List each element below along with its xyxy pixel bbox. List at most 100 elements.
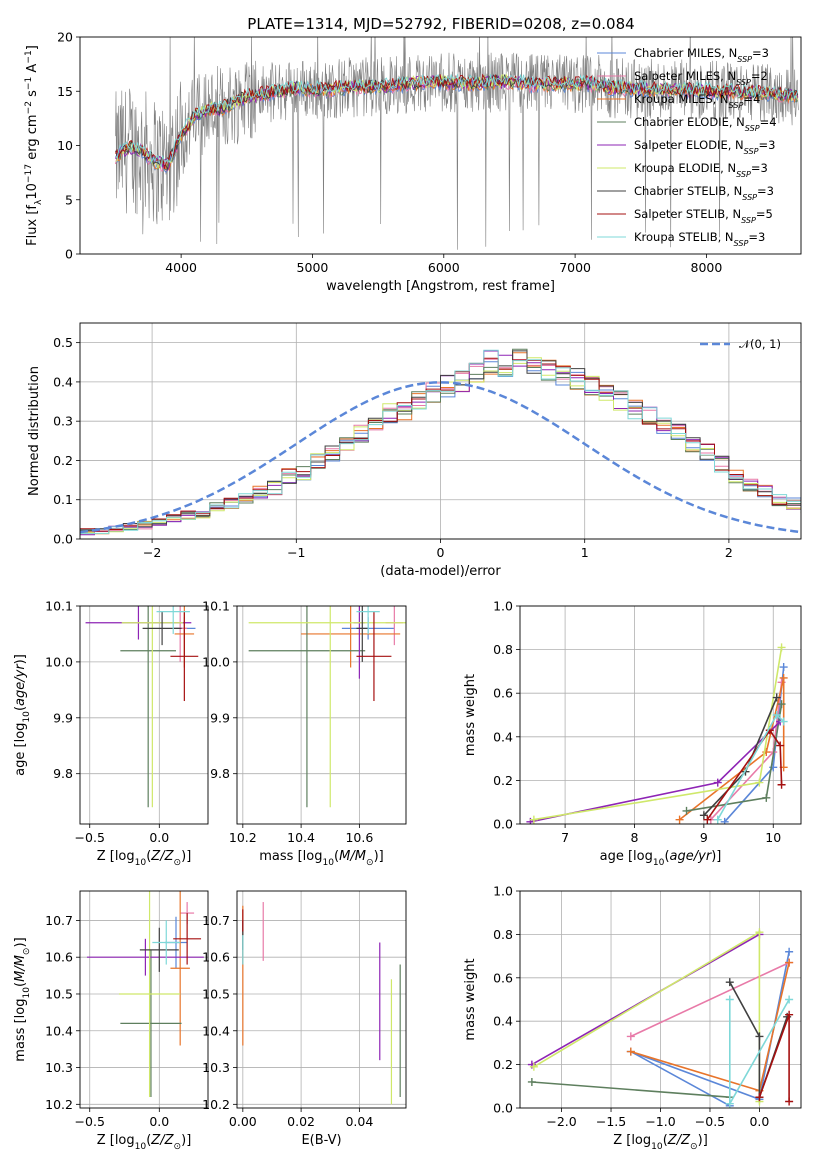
- errorbar-point: [156, 606, 190, 634]
- residual-histogram: [80, 349, 801, 535]
- weight-marker: [713, 815, 722, 824]
- age-vs-z-ylabel: age [log10(age/yr)]: [13, 654, 32, 776]
- age-vs-mass-xtick-label: 10.4: [287, 830, 315, 845]
- mass-vs-ebv-xtick-label: 0.00: [229, 1114, 257, 1129]
- mass-vs-z-ytick-label: 10.5: [45, 986, 73, 1001]
- weight-marker: [776, 741, 785, 750]
- figure-title: PLATE=1314, MJD=52792, FIBERID=0208, z=0…: [247, 15, 634, 33]
- spectrum-ylabel: Flux [fλ10−17 erg cm−2 s−1 A−1]: [24, 45, 44, 246]
- mass-vs-ebv-xlabel: E(B-V): [301, 1133, 341, 1148]
- weight-marker: [785, 947, 794, 956]
- weight-marker: [755, 1093, 764, 1102]
- residual-histogram: [80, 357, 801, 534]
- weight-vs-age-ytick-label: 0.4: [493, 729, 513, 744]
- spectrum-data-line: [115, 37, 799, 250]
- weight-vs-z-xlabel: Z [log10(Z/Z⊙)]: [613, 1133, 708, 1152]
- mass-vs-z-xtick-label: 0.0: [149, 1114, 169, 1129]
- mass-vs-z-ytick-label: 10.6: [45, 950, 73, 965]
- legend-label: Salpeter MILES, NSSP=2: [634, 69, 768, 87]
- weight-marker: [529, 1062, 538, 1071]
- spectrum-model-line: [115, 73, 799, 170]
- age-vs-z-ytick-label: 9.8: [53, 766, 73, 781]
- spectrum-ytick-label: 20: [57, 30, 73, 45]
- spectrum-axes: 4000 5000 6000 7000 8000 0 5 10 15 20: [57, 30, 722, 276]
- spectrum-xtick-label: 8000: [691, 260, 723, 275]
- weight-marker: [785, 1010, 794, 1019]
- spectrum-xtick-label: 7000: [559, 260, 591, 275]
- weight-vs-age-ylabel: mass weight: [463, 674, 478, 756]
- age-vs-mass-ytick-label: 9.9: [210, 710, 230, 725]
- age-vs-mass-ytick-label: 10.1: [202, 599, 230, 614]
- mass-vs-z-xlabel: Z [log10(Z/Z⊙)]: [97, 1133, 192, 1152]
- weight-vs-z-ytick-label: 1.0: [493, 884, 513, 899]
- weight-marker: [682, 806, 691, 815]
- mass-vs-z-frame: [79, 890, 209, 1109]
- residuals-xtick-label: −2: [143, 545, 161, 560]
- mass-vs-ebv-frame: [236, 890, 407, 1109]
- weight-marker: [785, 1097, 794, 1106]
- weight-line: [729, 981, 788, 1098]
- residual-histogram: [80, 350, 801, 536]
- weight-marker: [675, 815, 684, 824]
- weight-marker: [755, 778, 764, 787]
- weight-vs-age-ytick-label: 0.2: [493, 773, 513, 788]
- errorbar-point: [142, 611, 182, 646]
- mass-vs-z-ytick-label: 10.3: [45, 1060, 73, 1075]
- residuals-xtick-label: 2: [725, 545, 733, 560]
- age-vs-mass-ytick-label: 10.0: [202, 654, 230, 669]
- mass-vs-ebv-ytick-label: 10.3: [202, 1060, 230, 1075]
- age-vs-z-frame: [79, 605, 209, 825]
- weight-vs-age-xlabel: age [log10(age/yr)]: [600, 849, 722, 868]
- spectrum-frame: [79, 36, 802, 255]
- weight-vs-age-ytick-label: 0.0: [493, 817, 513, 832]
- normal-curve: [80, 381, 801, 534]
- weight-vs-age-ytick-label: 1.0: [493, 599, 513, 614]
- spectrum-ytick-label: 15: [57, 84, 73, 99]
- weight-marker: [626, 1047, 635, 1056]
- mass-vs-ebv-axes: 0.00 0.02 0.04 10.2 10.3 10.4 10.5 10.6 10.7: [202, 891, 406, 1129]
- mass-vs-z-ytick-label: 10.4: [45, 1023, 73, 1038]
- weight-marker: [725, 995, 734, 1004]
- age-vs-mass-axes: 10.2 10.4 10.6 9.8 9.9 10.0 10.1: [202, 599, 406, 845]
- legend-label: Chabrier STELIB, NSSP=3: [634, 184, 774, 202]
- weight-vs-z-ytick-label: 0.6: [493, 970, 513, 985]
- age-vs-z-axes: −0.5 0.0 9.8 9.9 10.0 10.1: [45, 599, 208, 845]
- spectrum-xtick-label: 5000: [297, 260, 329, 275]
- weight-vs-age-axes: 7 8 9 10 0.0 0.2 0.4 0.6 0.8 1.0: [493, 599, 801, 845]
- age-vs-z-xtick-label: 0.0: [149, 830, 169, 845]
- weight-line: [630, 961, 790, 1038]
- mass-vs-z-axes: −0.5 0.0 10.2 10.3 10.4 10.5 10.6 10.7: [45, 891, 208, 1129]
- mass-vs-ebv-ytick-label: 10.5: [202, 986, 230, 1001]
- age-vs-z-xlabel: Z [log10(Z/Z⊙)]: [97, 849, 192, 868]
- legend-label: Salpeter STELIB, NSSP=5: [634, 207, 773, 225]
- weight-vs-z-xtick-label: −1.0: [645, 1114, 675, 1129]
- weight-marker: [529, 815, 538, 824]
- legend-label: Kroupa MILES, NSSP=4: [634, 92, 760, 110]
- age-vs-z-ytick-label: 9.9: [53, 710, 73, 725]
- residuals-ytick-label: 0.0: [53, 532, 73, 547]
- errorbar-point: [86, 938, 204, 976]
- weight-marker: [703, 815, 712, 824]
- mass-vs-z-ylabel: mass [log10(M/M⊙)]: [13, 937, 32, 1061]
- age-vs-mass-frame: [236, 605, 407, 825]
- weight-marker: [725, 978, 734, 987]
- weight-vs-age-xtick-label: 7: [561, 830, 569, 845]
- mass-vs-z-xtick-label: −0.5: [75, 1114, 105, 1129]
- weight-marker: [777, 700, 786, 709]
- errorbar-point: [120, 949, 182, 1097]
- age-vs-z-ytick-label: 10.1: [45, 599, 73, 614]
- weight-line: [533, 647, 783, 821]
- weight-vs-age-ytick-label: 0.6: [493, 686, 513, 701]
- errorbar-point: [118, 891, 181, 1097]
- spectrum-xtick-label: 4000: [165, 260, 197, 275]
- weight-marker: [779, 673, 788, 682]
- weight-vs-z-xtick-label: 0.0: [749, 1114, 769, 1129]
- weight-marker: [785, 995, 794, 1004]
- weight-vs-age-frame: [519, 605, 802, 825]
- weight-marker: [720, 817, 729, 824]
- weight-marker: [777, 780, 786, 789]
- weight-marker: [772, 711, 781, 719]
- mass-vs-ebv-xtick-label: 0.04: [345, 1114, 373, 1129]
- weight-vs-z-ytick-label: 0.4: [493, 1014, 513, 1029]
- legend-label: Chabrier ELODIE, NSSP=4: [634, 115, 777, 133]
